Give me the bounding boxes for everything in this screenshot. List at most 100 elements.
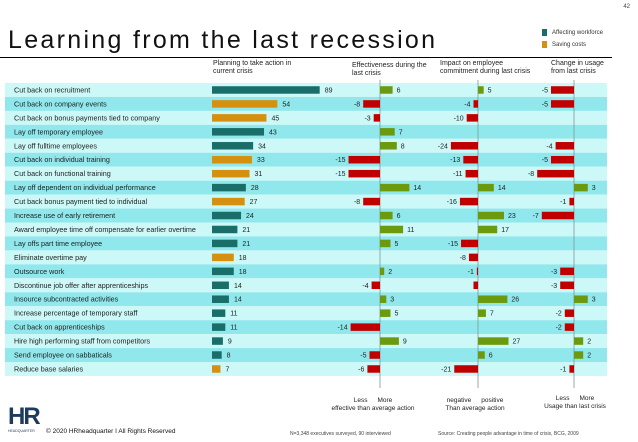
legend-item-costs: Saving costs <box>542 41 586 48</box>
planning-bar <box>212 239 238 248</box>
diverging-value-label: -15 <box>448 241 458 248</box>
diverging-bar <box>478 337 509 345</box>
planning-bar <box>212 100 278 108</box>
category-label: Cut back on individual training <box>14 155 110 164</box>
diverging-value-label: 5 <box>488 87 492 94</box>
diverging-bar <box>478 86 484 94</box>
row-stripe <box>5 208 607 223</box>
row-stripe <box>5 292 607 307</box>
category-label: Insource subcontracted activities <box>14 295 119 304</box>
planning-value-label: 33 <box>257 157 265 164</box>
planning-bar <box>212 114 267 122</box>
row-stripe <box>5 264 607 279</box>
diverging-value-label: -11 <box>453 171 463 178</box>
category-label: Lay off dependent on individual performa… <box>14 183 156 192</box>
diverging-value-label: -1 <box>560 366 566 373</box>
diverging-bar <box>569 197 574 206</box>
diverging-value-label: -2 <box>556 311 562 318</box>
diverging-value-label: 3 <box>592 185 596 192</box>
diverging-value-label: -4 <box>464 101 470 108</box>
diverging-bar <box>380 183 410 192</box>
diverging-bar <box>537 169 574 178</box>
diverging-bar <box>476 267 478 276</box>
diverging-value-label: -10 <box>454 115 464 122</box>
diverging-bar <box>564 309 574 317</box>
diverging-value-label: 11 <box>407 227 414 234</box>
diverging-bar <box>569 365 574 373</box>
diverging-value-label: -15 <box>335 157 345 164</box>
diverging-bar <box>380 267 385 276</box>
diverging-value-label: -5 <box>542 101 548 108</box>
diverging-value-label: -13 <box>450 157 460 164</box>
category-label: Send employee on sabbaticals <box>14 351 112 360</box>
diverging-value-label: -1 <box>560 199 566 206</box>
diverging-value-label: -2 <box>556 325 562 332</box>
category-label: Reduce base salaries <box>14 364 84 373</box>
planning-bar <box>212 142 254 150</box>
planning-bar <box>212 128 265 136</box>
row-stripe <box>5 96 607 111</box>
diverging-bar <box>478 211 504 220</box>
planning-bar <box>212 211 242 220</box>
diverging-bar <box>478 309 486 317</box>
diverging-bar <box>450 142 478 150</box>
diverging-value-label: -8 <box>354 101 360 108</box>
planning-value-label: 18 <box>239 255 247 262</box>
diverging-value-label: -21 <box>441 366 451 373</box>
diverging-bar <box>369 351 380 359</box>
diverging-value-label: -3 <box>551 283 557 290</box>
diverging-bar <box>468 253 478 262</box>
legend-swatch <box>542 41 547 48</box>
diverging-bar <box>380 128 395 136</box>
diverging-value-label: 27 <box>513 339 521 346</box>
axis-note-caption: Than average action <box>445 405 505 412</box>
diverging-bar <box>367 365 380 373</box>
diverging-value-label: -5 <box>360 353 366 360</box>
category-label: Discontinue job offer after apprenticesh… <box>14 281 149 290</box>
row-stripe <box>5 236 607 251</box>
diverging-bar <box>465 169 478 178</box>
diverging-bar <box>371 281 380 290</box>
planning-bar <box>212 197 245 206</box>
diverging-value-label: 6 <box>397 87 401 94</box>
category-label: Cut back on company events <box>14 99 107 108</box>
column-header-effectiveness: Effectiveness during the last crisis <box>352 62 427 77</box>
diverging-bar <box>380 337 399 345</box>
planning-value-label: 43 <box>269 129 277 136</box>
diverging-bar <box>459 197 478 206</box>
category-label: Outsource work <box>14 267 65 276</box>
diverging-bar <box>363 100 380 108</box>
row-stripe <box>5 362 607 376</box>
hr-headquarter-logo: HR HEADQUARTER <box>8 403 41 434</box>
planning-value-label: 27 <box>250 199 258 206</box>
diverging-bar <box>380 239 391 248</box>
diverging-value-label: -1 <box>468 269 474 276</box>
diverging-bar <box>574 183 588 192</box>
planning-bar <box>212 169 250 178</box>
category-label: Cut back bonus payment tied to individua… <box>14 197 147 206</box>
diverging-value-label: -3 <box>551 269 557 276</box>
planning-value-label: 45 <box>271 115 279 122</box>
planning-value-label: 54 <box>282 101 290 108</box>
planning-value-label: 7 <box>225 366 229 373</box>
sample-note: N=3,348 executives surveyed, 90 intervie… <box>290 431 391 437</box>
diverging-value-label: 2 <box>587 353 591 360</box>
diverging-value-label: 7 <box>399 129 403 136</box>
diverging-bar <box>466 114 478 122</box>
planning-bar <box>212 295 229 303</box>
category-label: Cut back on functional training <box>14 169 111 178</box>
diverging-bar <box>380 142 397 150</box>
diverging-value-label: -8 <box>460 255 466 262</box>
axis-note-left: Less <box>353 397 368 404</box>
diverging-bar <box>380 211 393 220</box>
diverging-bar <box>380 295 387 303</box>
legend-item-workforce: Affecting workforce <box>542 29 603 36</box>
category-label: Cut back on recruitment <box>14 85 90 94</box>
page-number: 42 <box>623 4 630 10</box>
diverging-bar <box>478 295 508 303</box>
planning-bar <box>212 323 226 331</box>
category-label: Lay offs part time employee <box>14 239 102 248</box>
diverging-bar <box>380 86 393 94</box>
category-label: Cut back on apprenticeships <box>14 323 105 332</box>
planning-value-label: 8 <box>227 353 231 360</box>
